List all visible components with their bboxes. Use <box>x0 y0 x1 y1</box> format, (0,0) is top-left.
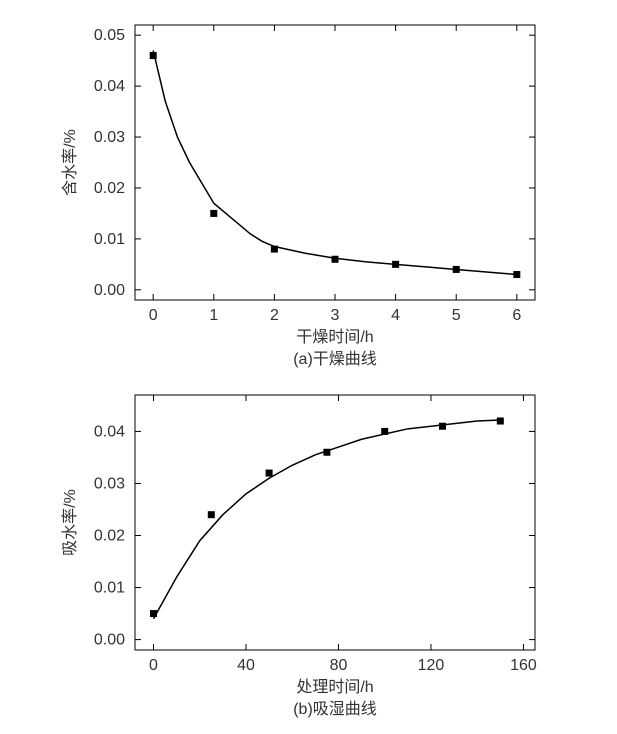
figure-svg: 0 1 2 3 4 5 6 0.00 0.01 0.02 0.03 0.04 0.05 干燥时间/h 含水率… <box>0 0 617 734</box>
x-tick-label: 5 <box>452 307 461 324</box>
subplot-caption: (a)干燥曲线 <box>293 350 377 368</box>
data-point <box>439 423 446 430</box>
x-tick-label: 6 <box>512 307 521 324</box>
data-point <box>513 271 520 278</box>
y-tick-label: 0.00 <box>94 632 125 649</box>
y-axis-label: 吸水率/% <box>61 489 79 556</box>
x-axis-label: 处理时间/h <box>296 678 373 696</box>
x-tick-label: 160 <box>510 657 537 674</box>
x-tick-label: 1 <box>209 307 218 324</box>
data-point <box>381 428 388 435</box>
x-tick-label: 3 <box>331 307 340 324</box>
data-point <box>266 470 273 477</box>
y-tick-label: 0.04 <box>94 78 125 95</box>
x-axis-label: 干燥时间/h <box>296 328 373 346</box>
figure-container: 0 1 2 3 4 5 6 0.00 0.01 0.02 0.03 0.04 0.05 干燥时间/h 含水率… <box>0 0 617 734</box>
x-tick-label: 4 <box>391 307 400 324</box>
y-axis-label: 含水率/% <box>61 129 79 196</box>
data-point <box>453 266 460 273</box>
data-point <box>150 610 157 617</box>
y-tick-label: 0.02 <box>94 180 125 197</box>
y-tick-label: 0.05 <box>94 27 125 44</box>
data-point <box>210 210 217 217</box>
x-tick-label: 120 <box>418 657 445 674</box>
x-tick-label: 2 <box>270 307 279 324</box>
y-tick-label: 0.03 <box>94 475 125 492</box>
y-tick-label: 0.02 <box>94 528 125 545</box>
subplot-caption: (b)吸湿曲线 <box>293 700 377 718</box>
data-point <box>332 256 339 263</box>
x-tick-label: 0 <box>149 307 158 324</box>
plot-box <box>135 395 535 650</box>
fit-curve <box>153 50 517 274</box>
y-tick-label: 0.01 <box>94 580 125 597</box>
y-tick-label: 0.01 <box>94 231 125 248</box>
data-point <box>150 52 157 59</box>
data-point <box>497 418 504 425</box>
y-tick-label: 0.00 <box>94 282 125 299</box>
x-tick-label: 0 <box>149 657 158 674</box>
x-tick-label: 80 <box>330 657 348 674</box>
data-point <box>271 246 278 253</box>
data-point <box>392 261 399 268</box>
y-tick-label: 0.04 <box>94 423 125 440</box>
y-tick-label: 0.03 <box>94 129 125 146</box>
data-point <box>323 449 330 456</box>
data-point <box>208 511 215 518</box>
x-tick-label: 40 <box>237 657 255 674</box>
